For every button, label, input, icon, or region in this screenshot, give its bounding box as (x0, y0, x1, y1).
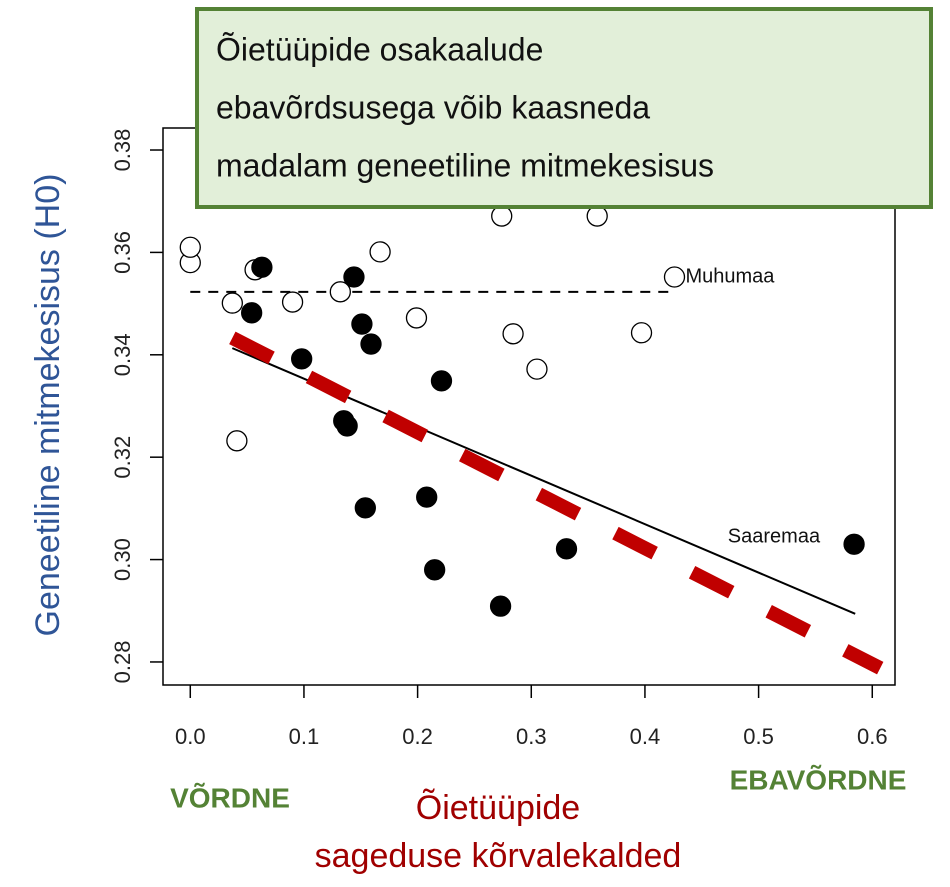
y-tick-label: 0.34 (110, 333, 135, 376)
point (586, 205, 608, 227)
point (336, 415, 358, 437)
point (241, 302, 263, 324)
x-tick-label: 0.2 (402, 724, 433, 749)
point (251, 256, 273, 278)
y-tick-label: 0.28 (110, 641, 135, 684)
point-label: Saaremaa (728, 525, 821, 547)
point-label: Muhumaa (685, 265, 775, 287)
point (630, 322, 653, 344)
point (351, 313, 373, 335)
reference-line (229, 331, 884, 675)
x-tick-label: 0.1 (289, 724, 320, 749)
x-tick-label: 0.4 (630, 724, 661, 749)
annotation-text: Õietüüpide osakaalude (216, 31, 543, 67)
point (416, 486, 438, 508)
point (291, 348, 313, 370)
point (329, 281, 351, 303)
y-axis-label: Geneetiline mitmekesisus (H0) (29, 174, 67, 637)
plot-frame (162, 127, 896, 686)
annotation-box (195, 7, 933, 209)
x-end-label: VÕRDNE (170, 782, 290, 813)
annotation-text: ebavõrdsusega võib kaasneda (216, 89, 650, 125)
point (343, 266, 365, 288)
point (502, 323, 524, 345)
x-axis-label: sageduse kõrvalekalded (315, 837, 682, 875)
point (843, 533, 865, 555)
y-tick-label: 0.36 (110, 231, 135, 274)
point (221, 292, 243, 314)
point (281, 291, 304, 313)
point (489, 595, 512, 617)
point (526, 358, 548, 380)
x-tick-label: 0.0 (175, 724, 206, 749)
x-tick-label: 0.6 (857, 724, 888, 749)
x-tick-label: 0.3 (516, 724, 547, 749)
y-tick-label: 0.38 (110, 129, 135, 172)
point (424, 559, 446, 581)
annotation-text: madalam geneetiline mitmekesisus (216, 147, 714, 183)
point (360, 333, 382, 355)
point (226, 430, 248, 452)
point (555, 538, 578, 560)
y-tick-label: 0.30 (110, 538, 135, 581)
x-tick-label: 0.5 (743, 724, 774, 749)
point (405, 307, 428, 329)
point (491, 205, 513, 227)
x-end-label: EBAVÕRDNE (730, 764, 907, 795)
point (354, 497, 376, 519)
marks: 0.28 0.30 0.32 0.34 0.36 0.38 0.0 0.1 0.2 0.3 0.4 0… (110, 129, 888, 749)
point (663, 266, 686, 288)
y-tick-label: 0.32 (110, 436, 135, 479)
point (430, 370, 453, 392)
x-axis-label: Õietüüpide (416, 789, 580, 827)
point (179, 236, 201, 258)
point (369, 241, 391, 263)
